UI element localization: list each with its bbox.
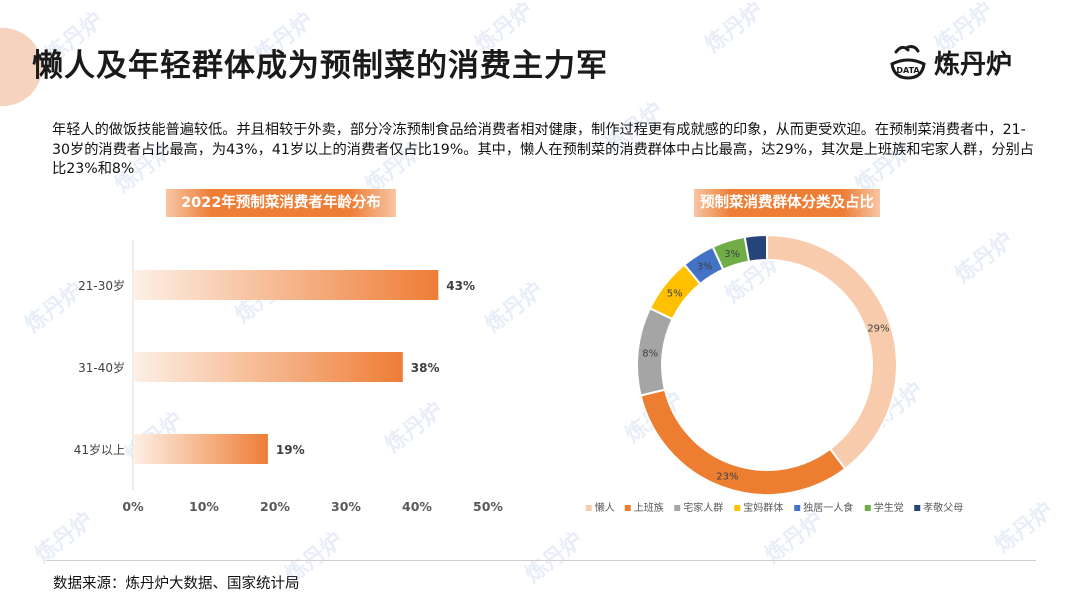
logo-mark-icon: DATA	[888, 42, 928, 82]
legend-label: 宅家人群	[683, 501, 723, 514]
legend-swatch	[794, 505, 801, 511]
legend-label: 学生党	[874, 501, 904, 514]
logo-text: 炼丹炉	[934, 49, 1013, 80]
x-tick-label: 0%	[122, 499, 144, 514]
data-label: 19%	[276, 443, 305, 457]
consumer-group-donut-chart: 29% 23% 8% 5% 3% 3% 懒人 上班族 宅家人群 宝妈群体 独居一人食 学生党 孝敬父母	[585, 233, 963, 514]
watermark-text: 炼丹炉	[700, 0, 769, 59]
legend-swatch	[864, 505, 871, 511]
footer-divider	[46, 560, 1036, 561]
slice-data-label: 8%	[642, 348, 658, 359]
data-source: 数据来源：炼丹炉大数据、国家统计局	[53, 576, 300, 592]
slice-data-label: 5%	[667, 288, 683, 299]
age-distribution-bar-chart: 21-30岁 43% 31-40岁 38% 41岁以上 19% 0% 10% 20% 30% 40%…	[74, 240, 503, 514]
watermark-text: 炼丹炉	[990, 497, 1059, 559]
category-label: 31-40岁	[78, 360, 125, 375]
legend-label: 懒人	[595, 501, 615, 514]
legend-swatch	[674, 505, 681, 511]
logo-mark-text: DATA	[896, 66, 920, 75]
donut-slice	[743, 233, 768, 263]
legend-label: 上班族	[634, 501, 664, 514]
legend-label: 宝妈群体	[743, 501, 783, 514]
legend-swatch	[585, 505, 592, 511]
slice-data-label: 29%	[867, 324, 889, 335]
category-label: 41岁以上	[74, 442, 125, 457]
watermark-text: 炼丹炉	[520, 527, 589, 589]
slice-data-label: 3%	[724, 249, 740, 260]
bar	[133, 434, 268, 464]
donut-slice	[766, 233, 898, 471]
data-label: 43%	[446, 279, 475, 293]
x-tick-label: 20%	[260, 499, 290, 514]
slice-data-label: 3%	[697, 261, 713, 272]
x-tick-label: 50%	[473, 499, 503, 514]
slice-data-label: 23%	[716, 472, 738, 483]
legend-label: 孝敬父母	[923, 501, 963, 514]
bar	[133, 352, 403, 382]
x-tick-label: 30%	[331, 499, 361, 514]
x-tick-label: 40%	[402, 499, 432, 514]
donut-chart-title: 预制菜消费群体分类及占比	[694, 189, 880, 217]
page-title: 懒人及年轻群体成为预制菜的消费主力军	[32, 48, 608, 84]
category-label: 21-30岁	[78, 278, 125, 293]
bar-chart-title: 2022年预制菜消费者年龄分布	[166, 189, 396, 217]
legend-swatch	[914, 505, 921, 511]
data-label: 38%	[411, 361, 440, 375]
description-paragraph: 年轻人的做饭技能普遍较低。并且相较于外卖，部分冷冻预制食品给消费者相对健康，制作…	[52, 122, 1034, 177]
brand-logo: DATA 炼丹炉	[888, 40, 1012, 84]
x-tick-label: 10%	[189, 499, 219, 514]
donut-slice	[639, 388, 847, 496]
legend-label: 独居一人食	[803, 501, 853, 514]
bar	[133, 270, 439, 300]
legend-swatch	[734, 505, 741, 511]
legend-swatch	[624, 505, 631, 511]
